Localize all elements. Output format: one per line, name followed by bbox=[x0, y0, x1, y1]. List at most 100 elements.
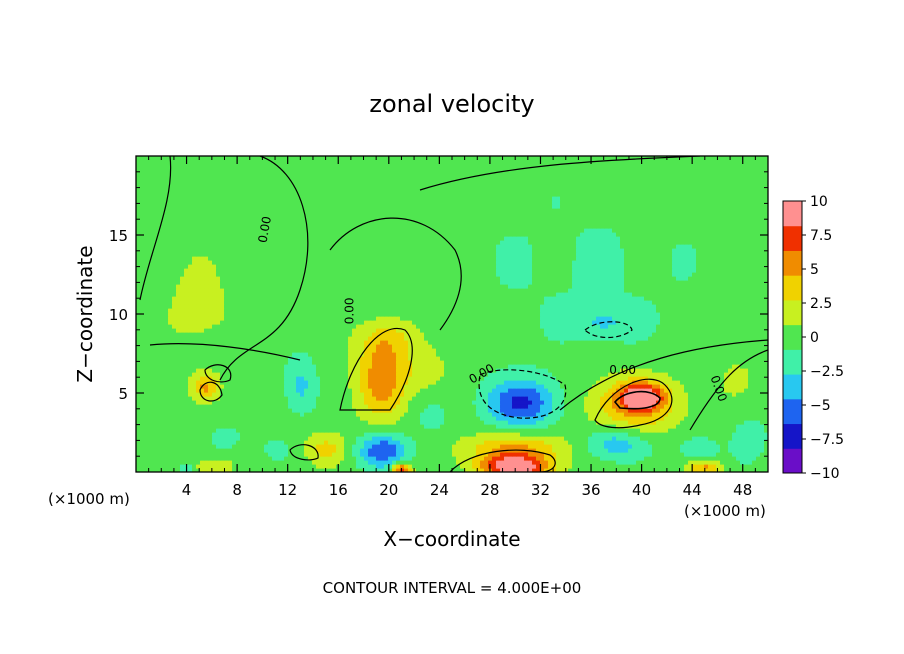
field-cell bbox=[728, 440, 733, 445]
field-cell bbox=[504, 464, 509, 469]
field-cell bbox=[248, 448, 253, 453]
field-cell bbox=[592, 392, 597, 397]
field-cell bbox=[332, 440, 337, 445]
field-cell bbox=[352, 448, 357, 453]
field-cell bbox=[168, 352, 173, 357]
field-cell bbox=[184, 408, 189, 413]
field-cell bbox=[472, 408, 477, 413]
field-cell bbox=[392, 428, 397, 433]
field-cell bbox=[656, 428, 661, 433]
field-cell bbox=[248, 352, 253, 357]
field-cell bbox=[328, 356, 333, 361]
field-cell bbox=[512, 348, 517, 353]
field-cell bbox=[724, 380, 729, 385]
field-cell bbox=[232, 348, 237, 353]
field-cell bbox=[312, 424, 317, 429]
field-cell bbox=[544, 404, 549, 409]
field-cell bbox=[216, 364, 221, 369]
field-cell bbox=[364, 416, 369, 421]
field-cell bbox=[208, 448, 213, 453]
field-cell bbox=[460, 464, 465, 469]
field-cell bbox=[364, 400, 369, 405]
field-cell bbox=[316, 408, 321, 413]
field-cell bbox=[364, 376, 369, 381]
field-cell bbox=[720, 448, 725, 453]
field-cell bbox=[192, 460, 197, 465]
field-cell bbox=[668, 376, 673, 381]
field-cell bbox=[260, 364, 265, 369]
field-cell bbox=[512, 444, 517, 449]
field-cell bbox=[504, 460, 509, 465]
field-cell bbox=[304, 356, 309, 361]
field-cell bbox=[560, 372, 565, 377]
field-cell bbox=[484, 432, 489, 437]
field-cell bbox=[348, 400, 353, 405]
field-cell bbox=[188, 396, 193, 401]
field-cell bbox=[232, 420, 237, 425]
field-cell bbox=[708, 436, 713, 441]
field-cell bbox=[760, 392, 765, 397]
field-cell bbox=[596, 384, 601, 389]
field-cell bbox=[360, 468, 365, 472]
field-cell bbox=[664, 416, 669, 421]
field-cell bbox=[188, 456, 193, 461]
field-cell bbox=[160, 420, 165, 425]
field-cell bbox=[444, 448, 449, 453]
field-cell bbox=[136, 372, 141, 377]
field-cell bbox=[156, 412, 161, 417]
field-cell bbox=[224, 456, 229, 461]
field-cell bbox=[452, 460, 457, 465]
field-cell bbox=[312, 356, 317, 361]
field-cell bbox=[512, 364, 517, 369]
field-cell bbox=[688, 424, 693, 429]
field-cell bbox=[156, 416, 161, 421]
field-cell bbox=[720, 412, 725, 417]
field-cell bbox=[464, 372, 469, 377]
field-cell bbox=[172, 432, 177, 437]
field-cell bbox=[240, 356, 245, 361]
field-cell bbox=[136, 460, 141, 465]
field-cell bbox=[736, 396, 741, 401]
field-cell bbox=[376, 448, 381, 453]
field-cell bbox=[384, 464, 389, 469]
field-cell bbox=[196, 448, 201, 453]
field-cell bbox=[420, 464, 425, 469]
field-cell bbox=[340, 360, 345, 365]
field-cell bbox=[524, 372, 529, 377]
field-cell bbox=[508, 424, 513, 429]
field-cell bbox=[284, 468, 289, 472]
field-cell bbox=[500, 400, 505, 405]
field-cell bbox=[256, 388, 261, 393]
field-cell bbox=[720, 428, 725, 433]
field-cell bbox=[444, 360, 449, 365]
field-cell bbox=[620, 356, 625, 361]
field-cell bbox=[248, 364, 253, 369]
field-cell bbox=[340, 380, 345, 385]
field-cell bbox=[252, 424, 257, 429]
field-cell bbox=[232, 352, 237, 357]
field-cell bbox=[736, 364, 741, 369]
field-cell bbox=[372, 432, 377, 437]
field-cell bbox=[440, 444, 445, 449]
field-cell bbox=[500, 376, 505, 381]
field-cell bbox=[416, 436, 421, 441]
field-cell bbox=[620, 432, 625, 437]
field-cell bbox=[320, 456, 325, 461]
field-cell bbox=[688, 356, 693, 361]
field-cell bbox=[484, 444, 489, 449]
field-cell bbox=[212, 404, 217, 409]
field-cell bbox=[344, 352, 349, 357]
field-cell bbox=[432, 436, 437, 441]
field-cell bbox=[520, 428, 525, 433]
field-cell bbox=[484, 344, 489, 349]
field-cell bbox=[636, 380, 641, 385]
field-cell bbox=[596, 388, 601, 393]
field-cell bbox=[708, 460, 713, 465]
field-cell bbox=[696, 452, 701, 457]
field-cell bbox=[456, 392, 461, 397]
field-cell bbox=[416, 396, 421, 401]
field-cell bbox=[548, 372, 553, 377]
field-cell bbox=[360, 368, 365, 373]
field-cell bbox=[400, 352, 405, 357]
field-cell bbox=[416, 464, 421, 469]
